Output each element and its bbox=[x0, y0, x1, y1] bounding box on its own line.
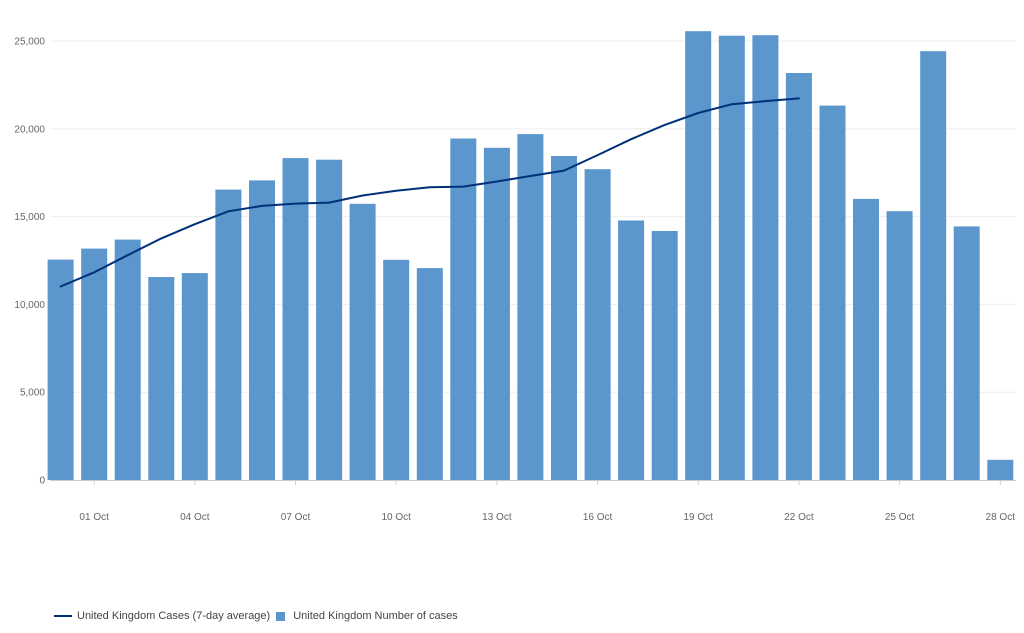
bar-30-sep[interactable] bbox=[47, 259, 74, 480]
legend-item-cases[interactable]: United Kingdom Number of cases bbox=[276, 610, 458, 622]
x-tick-label: 10 Oct bbox=[381, 512, 411, 523]
bar-01-oct[interactable] bbox=[81, 248, 108, 480]
x-tick-label: 22 Oct bbox=[784, 512, 814, 523]
y-tick-label: 10,000 bbox=[14, 300, 45, 311]
bar-22-oct[interactable] bbox=[785, 73, 812, 480]
bar-24-oct[interactable] bbox=[853, 198, 879, 480]
x-tick-label: 07 Oct bbox=[281, 512, 311, 523]
bar-27-oct[interactable] bbox=[953, 226, 980, 480]
legend-line-swatch bbox=[54, 615, 72, 617]
bar-17-oct[interactable] bbox=[618, 220, 645, 481]
bar-11-oct[interactable] bbox=[416, 268, 443, 480]
bar-05-oct[interactable] bbox=[215, 189, 242, 480]
bar-10-oct[interactable] bbox=[383, 259, 410, 480]
bar-19-oct[interactable] bbox=[685, 31, 712, 480]
y-axis-tick-labels: 0 5,000 10,000 15,000 20,000 25,000 bbox=[14, 37, 45, 487]
bars-group bbox=[47, 31, 1014, 481]
bar-28-oct[interactable] bbox=[987, 459, 1014, 480]
x-tick-label: 04 Oct bbox=[180, 512, 210, 523]
bar-18-oct[interactable] bbox=[651, 231, 678, 480]
x-tick-label: 25 Oct bbox=[885, 512, 915, 523]
x-tick-label: 16 Oct bbox=[583, 512, 613, 523]
bar-14-oct[interactable] bbox=[517, 134, 544, 480]
y-tick-label: 20,000 bbox=[14, 124, 45, 135]
bar-04-oct[interactable] bbox=[181, 273, 208, 480]
bar-23-oct[interactable] bbox=[819, 105, 846, 480]
legend: United Kingdom Cases (7-day average) Uni… bbox=[54, 608, 464, 624]
bar-26-oct[interactable] bbox=[920, 51, 947, 480]
bar-25-oct[interactable] bbox=[886, 211, 913, 480]
bar-15-oct[interactable] bbox=[551, 156, 577, 480]
x-tick-label: 28 Oct bbox=[986, 512, 1016, 523]
bar-06-oct[interactable] bbox=[249, 180, 275, 480]
x-tick-label: 19 Oct bbox=[684, 512, 714, 523]
bar-09-oct[interactable] bbox=[349, 203, 376, 481]
y-tick-label: 0 bbox=[39, 476, 45, 487]
cases-chart: 0 5,000 10,000 15,000 20,000 25,000 01 Oct 04 … bbox=[14, 31, 1016, 523]
bar-08-oct[interactable] bbox=[316, 159, 343, 480]
seven-day-average-line bbox=[59, 97, 800, 288]
y-tick-label: 15,000 bbox=[14, 212, 45, 223]
bar-16-oct[interactable] bbox=[584, 169, 611, 480]
y-tick-label: 5,000 bbox=[20, 388, 45, 399]
bar-03-oct[interactable] bbox=[148, 277, 175, 480]
y-tick-label: 25,000 bbox=[14, 37, 45, 48]
x-axis-tick-labels: 01 Oct 04 Oct 07 Oct 10 Oct 13 Oct 16 Oct 19 O… bbox=[79, 481, 1015, 523]
x-tick-label: 13 Oct bbox=[482, 512, 512, 523]
bar-21-oct[interactable] bbox=[752, 35, 779, 480]
legend-label-cases: United Kingdom Number of cases bbox=[293, 610, 458, 622]
bar-20-oct[interactable] bbox=[718, 35, 745, 480]
x-tick-label: 01 Oct bbox=[79, 512, 109, 523]
legend-label-average: United Kingdom Cases (7-day average) bbox=[77, 610, 271, 622]
bar-02-oct[interactable] bbox=[114, 239, 141, 480]
bar-07-oct[interactable] bbox=[282, 158, 309, 480]
bar-12-oct[interactable] bbox=[450, 138, 477, 481]
legend-item-average[interactable]: United Kingdom Cases (7-day average) bbox=[54, 610, 270, 622]
bar-13-oct[interactable] bbox=[483, 147, 510, 481]
legend-square-swatch bbox=[276, 611, 286, 621]
